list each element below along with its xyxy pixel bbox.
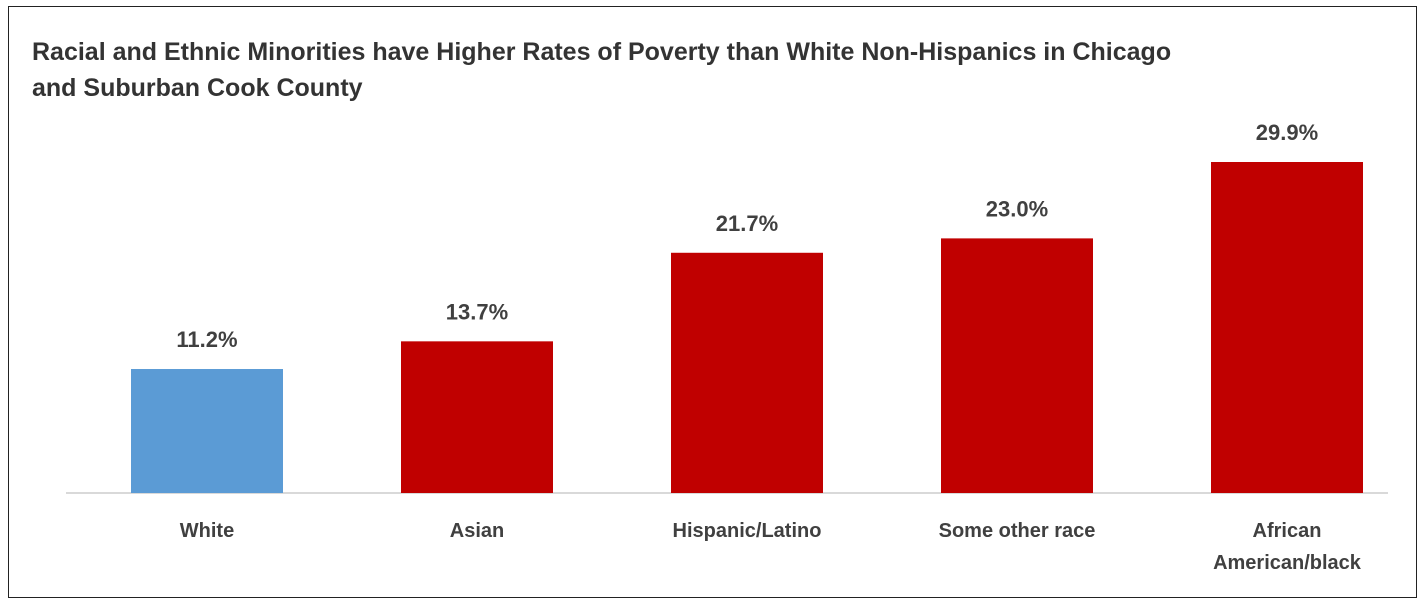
x-tick-label-line: African [1253,520,1322,542]
data-label: 13.7% [446,299,508,324]
x-tick-label-line: American/black [1213,552,1362,574]
x-tick-label-line: Hispanic/Latino [673,520,822,542]
x-tick-label: Asian [450,520,504,542]
x-tick-label: African American/black [1213,520,1362,574]
data-label: 29.9% [1256,120,1318,145]
data-label: 11.2% [176,327,237,352]
bar-african-american-black [1211,162,1363,493]
chart-title: Racial and Ethnic Minorities have Higher… [32,38,1172,102]
x-tick-label-line: Some other race [939,520,1096,542]
x-tick-label: Some other race [939,520,1096,542]
value-labels-group: 11.2% 13.7% 21.7% 23.0% 29.9% [176,120,1318,352]
category-labels-group: White Asian Hispanic/Latino Some other race… [180,520,1362,574]
x-tick-label-line: Asian [450,520,504,542]
bar-some-other-race [941,238,1093,493]
x-tick-label-line: White [180,520,234,542]
data-label: 23.0% [986,196,1048,221]
x-tick-label: Hispanic/Latino [673,520,822,542]
x-tick-label: White [180,520,234,542]
data-label: 21.7% [716,211,778,236]
bar-asian [401,341,553,493]
bars-group [131,162,1363,493]
bar-white [131,369,283,493]
bar-hispanic-latino [671,252,823,493]
